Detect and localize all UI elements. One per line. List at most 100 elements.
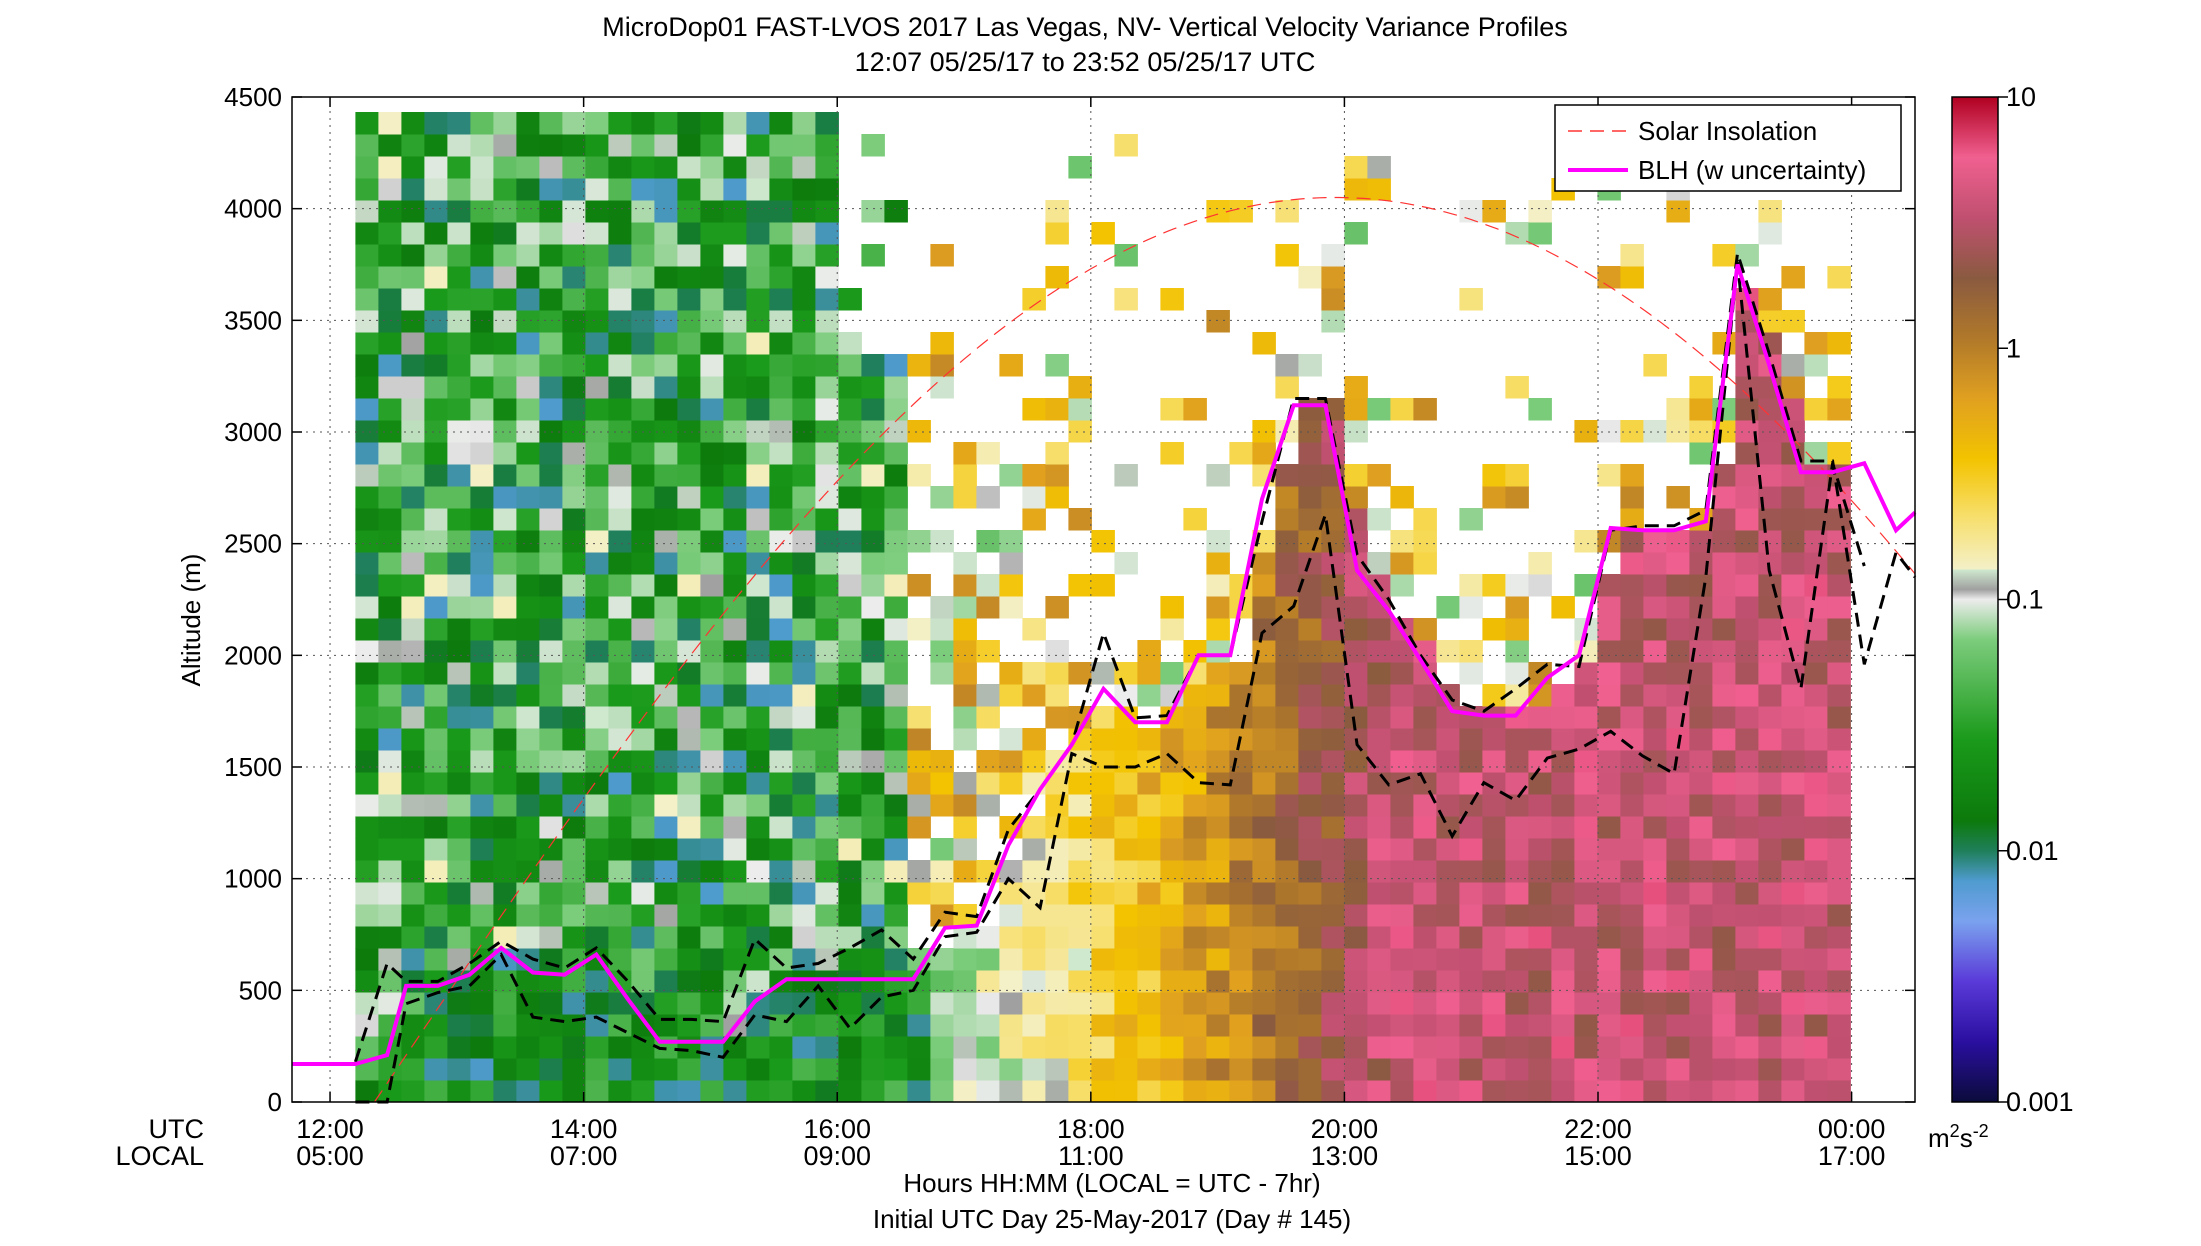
- variance-cell: [1620, 706, 1644, 729]
- variance-cell: [838, 530, 862, 553]
- x-tick-label-utc: 20:00: [1311, 1114, 1379, 1144]
- variance-cell: [1298, 1058, 1322, 1081]
- variance-cell: [1114, 1058, 1138, 1081]
- variance-cell: [907, 574, 931, 597]
- variance-cell: [1689, 706, 1713, 729]
- variance-cell: [884, 728, 908, 751]
- variance-cell: [1045, 1058, 1069, 1081]
- variance-cell: [746, 354, 770, 377]
- variance-cell: [1206, 530, 1230, 553]
- variance-cell: [792, 442, 816, 465]
- variance-cell: [1413, 838, 1437, 861]
- variance-cell: [631, 398, 655, 421]
- variance-cell: [539, 398, 563, 421]
- variance-cell: [1091, 1014, 1115, 1037]
- variance-cell: [631, 464, 655, 487]
- variance-cell: [654, 684, 678, 707]
- variance-cell: [1666, 1058, 1690, 1081]
- variance-cell: [1045, 1014, 1069, 1037]
- variance-cell: [861, 706, 885, 729]
- variance-cell: [1160, 662, 1184, 685]
- variance-cell: [1022, 904, 1046, 927]
- variance-cell: [1275, 860, 1299, 883]
- variance-cell: [723, 200, 747, 223]
- variance-cell: [631, 486, 655, 509]
- variance-cell: [1735, 618, 1759, 641]
- variance-cell: [1344, 970, 1368, 993]
- variance-cell: [539, 772, 563, 795]
- variance-cell: [1781, 310, 1805, 333]
- variance-cell: [562, 662, 586, 685]
- variance-cell: [1390, 486, 1414, 509]
- variance-cell: [516, 200, 540, 223]
- variance-cell: [838, 1058, 862, 1081]
- variance-cell: [723, 728, 747, 751]
- variance-cell: [1206, 794, 1230, 817]
- variance-cell: [1045, 442, 1069, 465]
- variance-cell: [1804, 640, 1828, 663]
- variance-cell: [815, 442, 839, 465]
- variance-cell: [769, 156, 793, 179]
- variance-cell: [1459, 992, 1483, 1015]
- variance-cell: [838, 728, 862, 751]
- x-tick-label-local: 07:00: [550, 1141, 618, 1171]
- variance-cell: [378, 992, 402, 1015]
- variance-cell: [493, 992, 517, 1015]
- variance-cell: [424, 838, 448, 861]
- variance-cell: [1229, 662, 1253, 685]
- variance-cell: [355, 816, 379, 839]
- variance-cell: [1459, 860, 1483, 883]
- variance-cell: [999, 728, 1023, 751]
- variance-cell: [677, 618, 701, 641]
- variance-cell: [792, 398, 816, 421]
- variance-cell: [1298, 1080, 1322, 1103]
- variance-cell: [1781, 772, 1805, 795]
- variance-cell: [1344, 486, 1368, 509]
- variance-cell: [1804, 992, 1828, 1015]
- variance-cell: [838, 640, 862, 663]
- variance-cell: [1735, 926, 1759, 949]
- variance-cell: [1229, 860, 1253, 883]
- variance-cell: [1206, 618, 1230, 641]
- variance-cell: [723, 1036, 747, 1059]
- variance-cell: [608, 772, 632, 795]
- variance-cell: [447, 750, 471, 773]
- variance-cell: [447, 508, 471, 531]
- variance-cell: [447, 442, 471, 465]
- variance-cell: [608, 310, 632, 333]
- variance-cell: [654, 222, 678, 245]
- variance-cell: [585, 200, 609, 223]
- variance-cell: [355, 200, 379, 223]
- variance-cell: [1666, 882, 1690, 905]
- variance-cell: [999, 684, 1023, 707]
- variance-cell: [1666, 596, 1690, 619]
- variance-cell: [677, 464, 701, 487]
- variance-cell: [700, 838, 724, 861]
- variance-cell: [815, 464, 839, 487]
- variance-cell: [1436, 926, 1460, 949]
- variance-cell: [1643, 684, 1667, 707]
- variance-cell: [953, 486, 977, 509]
- variance-cell: [1367, 772, 1391, 795]
- variance-cell: [608, 134, 632, 157]
- variance-cell: [1160, 860, 1184, 883]
- variance-cell: [1482, 1014, 1506, 1037]
- variance-cell: [1206, 1014, 1230, 1037]
- variance-cell: [1528, 728, 1552, 751]
- variance-cell: [516, 420, 540, 443]
- variance-cell: [1712, 684, 1736, 707]
- variance-cell: [1574, 1058, 1598, 1081]
- variance-cell: [585, 288, 609, 311]
- variance-cell: [470, 948, 494, 971]
- variance-cell: [585, 530, 609, 553]
- variance-cell: [1505, 772, 1529, 795]
- variance-cell: [424, 244, 448, 267]
- variance-cell: [700, 508, 724, 531]
- variance-cell: [1781, 1036, 1805, 1059]
- variance-cell: [1712, 1080, 1736, 1103]
- variance-cell: [1068, 948, 1092, 971]
- variance-cell: [654, 464, 678, 487]
- variance-cell: [355, 596, 379, 619]
- variance-cell: [1298, 596, 1322, 619]
- variance-cell: [355, 442, 379, 465]
